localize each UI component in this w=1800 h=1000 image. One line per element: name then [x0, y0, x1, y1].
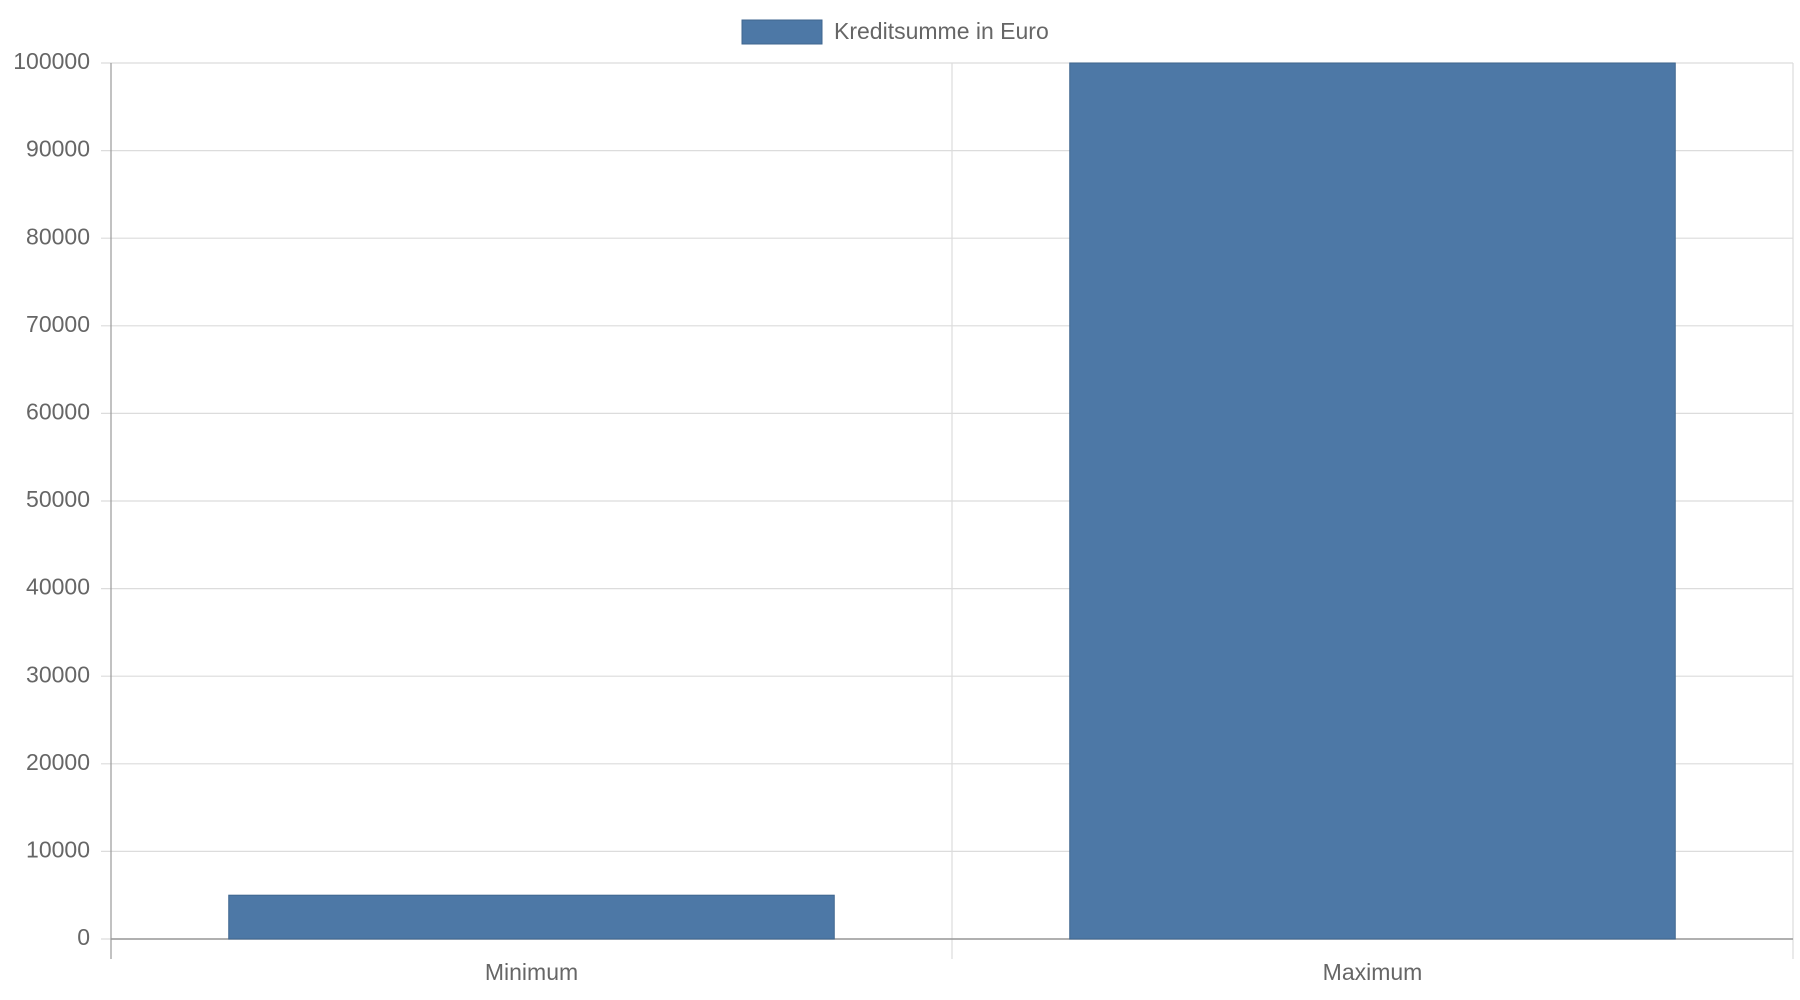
legend-swatch: [741, 19, 823, 45]
bar: [1069, 62, 1676, 940]
y-tick-label: 10000: [26, 836, 90, 862]
y-tick-label: 80000: [26, 223, 90, 249]
y-tick-label: 50000: [26, 486, 90, 512]
y-tick-label: 40000: [26, 574, 90, 600]
y-tick-label: 20000: [26, 749, 90, 775]
x-tick-label: Maximum: [1323, 959, 1423, 985]
y-tick-label: 90000: [26, 136, 90, 162]
y-tick-label: 0: [77, 924, 90, 950]
y-tick-label: 70000: [26, 311, 90, 337]
legend-label: Kreditsumme in Euro: [834, 18, 1049, 44]
y-tick-label: 100000: [13, 48, 90, 74]
y-tick-label: 60000: [26, 398, 90, 424]
y-tick-label: 30000: [26, 661, 90, 687]
x-tick-label: Minimum: [485, 959, 578, 985]
bar: [228, 894, 835, 940]
